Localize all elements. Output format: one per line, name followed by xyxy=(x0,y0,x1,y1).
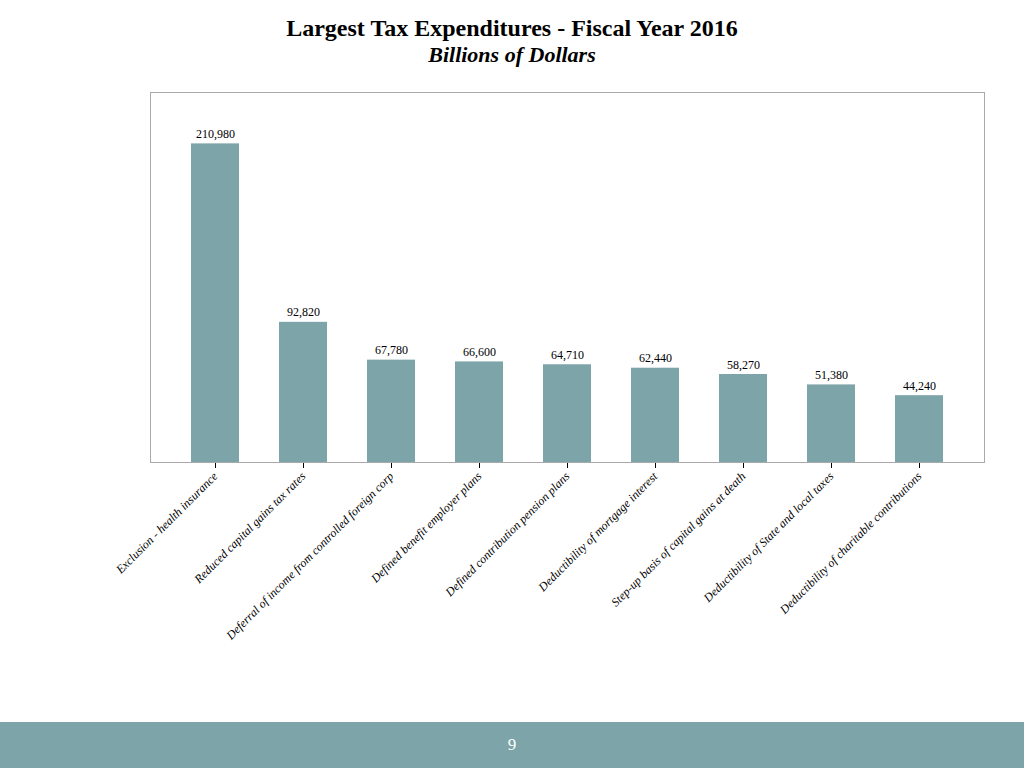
svg-text:Deductibility of mortgage inte: Deductibility of mortgage interest xyxy=(535,469,661,595)
svg-text:Deductibility of charitable co: Deductibility of charitable contribution… xyxy=(776,469,924,617)
svg-text:44,240: 44,240 xyxy=(903,379,936,393)
svg-text:51,380: 51,380 xyxy=(815,368,848,382)
svg-text:Deductibility of State and loc: Deductibility of State and local taxes xyxy=(700,469,837,605)
svg-text:210,980: 210,980 xyxy=(196,127,235,141)
svg-text:Deferral of income from contro: Deferral of income from controlled forei… xyxy=(223,469,397,643)
svg-text:Defined contribution pension p: Defined contribution pension plans xyxy=(442,469,573,600)
svg-text:Exclusion - health insurance: Exclusion - health insurance xyxy=(112,469,220,577)
svg-text:Step-up basis of capital gains: Step-up basis of capital gains at death xyxy=(608,469,748,609)
svg-text:66,600: 66,600 xyxy=(463,345,496,359)
svg-text:64,710: 64,710 xyxy=(551,348,584,362)
svg-text:92,820: 92,820 xyxy=(287,305,320,319)
svg-text:62,440: 62,440 xyxy=(639,351,672,365)
svg-text:Defined benefit employer plans: Defined benefit employer plans xyxy=(368,469,485,586)
svg-text:Reduced capital gains tax rate: Reduced capital gains tax rates xyxy=(191,469,309,587)
html-text:Billions of Dollars: Billions of Dollars xyxy=(428,42,596,67)
html-text:Largest Tax Expenditures - Fis: Largest Tax Expenditures - Fiscal Year 2… xyxy=(286,15,738,41)
svg-text:58,270: 58,270 xyxy=(727,358,760,372)
html-text:9: 9 xyxy=(507,735,517,754)
svg-text:67,780: 67,780 xyxy=(375,343,408,357)
